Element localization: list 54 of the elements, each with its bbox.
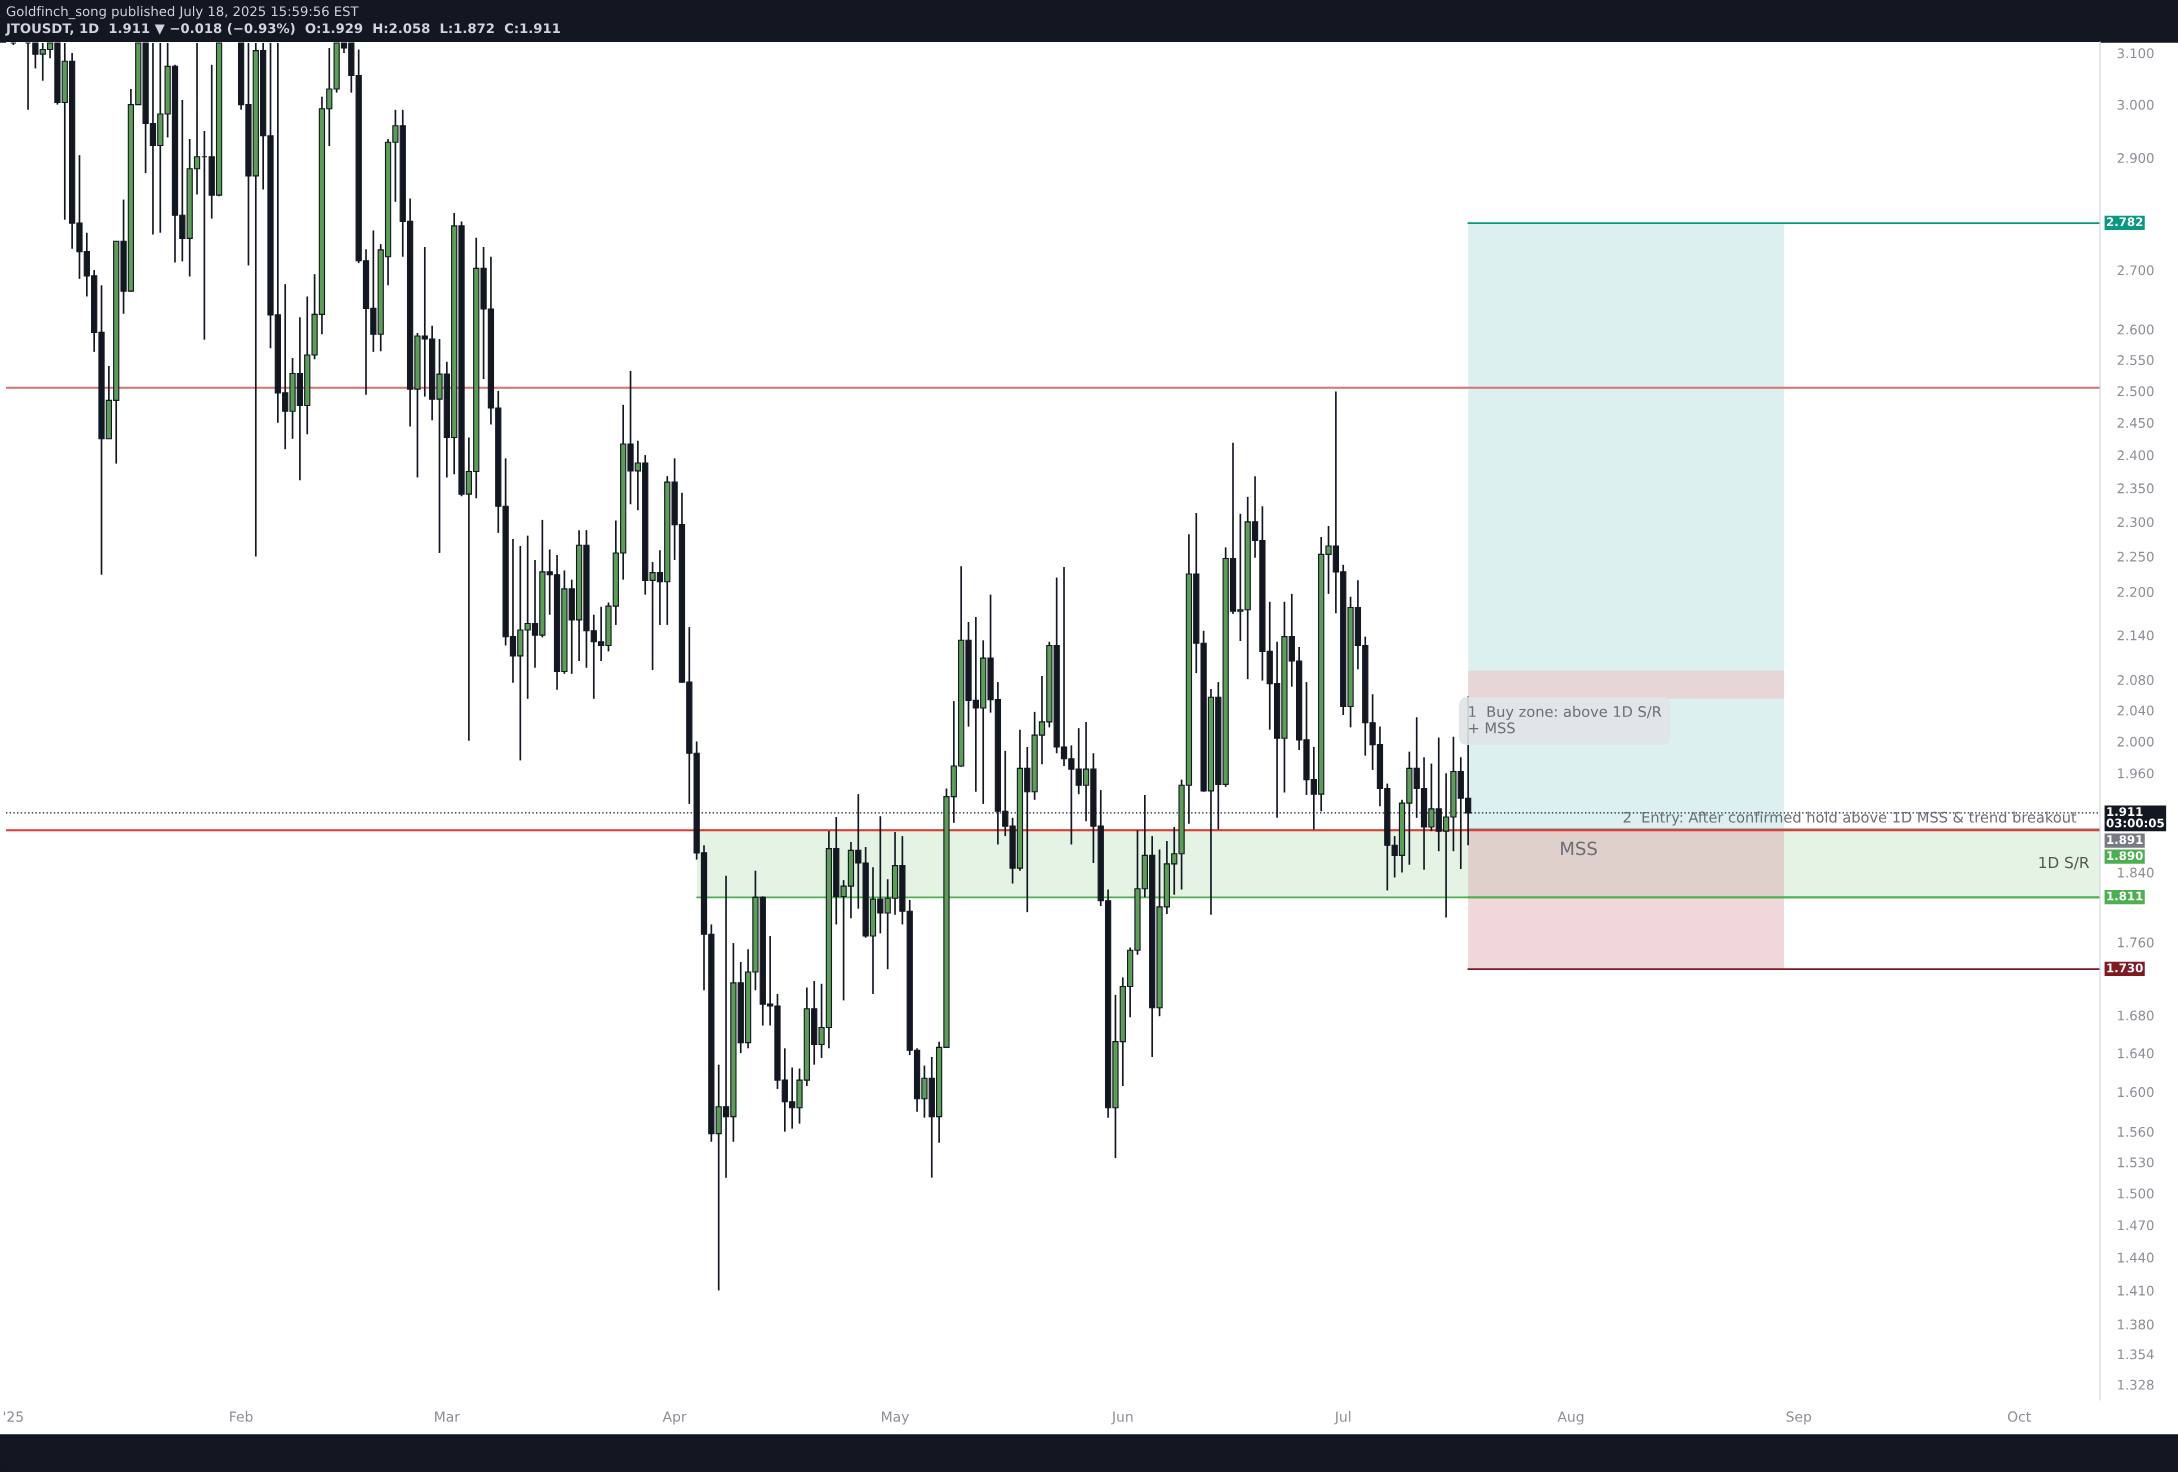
y-tick-label: 2.400: [2117, 450, 2154, 461]
y-tick-label: 1.440: [2118, 1252, 2154, 1263]
y-tick-label: 1.640: [2118, 1048, 2154, 1059]
y-tick-label: 1.840: [2118, 867, 2154, 878]
y-tick-label: 2.550: [2117, 355, 2154, 366]
y-tick-label: 1.410: [2118, 1285, 2154, 1296]
y-tick-label: 2.700: [2117, 265, 2154, 276]
y-tick-label: 2.200: [2117, 586, 2154, 597]
ref-line-label: 1.891: [2107, 835, 2143, 845]
band-label: 1D S/R: [2039, 856, 2090, 870]
x-tick-label: Feb: [230, 1411, 253, 1422]
y-tick-label: 1.380: [2118, 1319, 2154, 1330]
y-tick-label: 1.530: [2118, 1157, 2154, 1168]
ref-line-label: 1.911 03:00:05: [2106, 807, 2164, 828]
y-tick-label: 1.960: [2118, 768, 2154, 779]
y-tick-label: 2.900: [2117, 153, 2154, 164]
y-tick-label: 2.600: [2117, 324, 2154, 335]
y-tick-label: 1.328: [2118, 1379, 2154, 1390]
x-tick-label: Apr: [662, 1411, 687, 1425]
x-tick-label: Jul: [1334, 1411, 1351, 1425]
ref-line-label: 1.890: [2107, 851, 2143, 861]
x-tick-label: Mar: [435, 1411, 460, 1422]
annotation: 1 Buy zone: above 1D S/R + MSS: [1469, 705, 1662, 734]
ref-line-label: 1.730: [2107, 963, 2143, 973]
y-tick-label: 2.350: [2117, 483, 2154, 494]
y-tick-label: 1.470: [2118, 1220, 2154, 1231]
y-tick-label: 3.100: [2117, 48, 2154, 59]
y-tick-label: 1.600: [2118, 1087, 2154, 1098]
y-tick-label: 1.500: [2118, 1188, 2154, 1199]
y-tick-label: 1.680: [2118, 1010, 2154, 1021]
y-tick-label: 3.000: [2117, 99, 2154, 110]
y-tick-label: 2.040: [2117, 705, 2154, 716]
y-tick-label: 1.560: [2118, 1126, 2154, 1137]
y-tick-label: 2.250: [2117, 551, 2154, 562]
ref-line-label: 2.782: [2106, 217, 2143, 227]
x-tick-label: May: [882, 1411, 909, 1425]
chart-subtitle: Goldfinch_song published July 18, 2025 15:59:56 EST: [6, 6, 359, 20]
x-tick-label: '25: [3, 1411, 23, 1422]
annotation: 2 Entry: After confirmed hold above 1D MSS & trend breakout: [1623, 811, 2077, 826]
chart-title: JTOUSDT, 1D 1.911 ▼ −0.018 (−0.93%) O:1.929 H:2.058 L:1.872 C:1.911: [5, 23, 560, 36]
y-tick-label: 1.760: [2118, 937, 2154, 948]
y-tick-label: 2.080: [2117, 675, 2154, 686]
x-tick-label: Aug: [1557, 1411, 1584, 1425]
x-tick-label: Sep: [1786, 1411, 1812, 1425]
y-tick-label: 2.500: [2117, 386, 2154, 397]
ref-line-label: 1.811: [2107, 891, 2143, 901]
annotation: MSS: [1561, 841, 1597, 856]
y-tick-label: 2.300: [2117, 517, 2154, 528]
x-tick-label: Jun: [1111, 1411, 1133, 1425]
y-tick-label: 1.354: [2118, 1349, 2154, 1360]
y-tick-label: 2.000: [2117, 736, 2154, 747]
y-tick-label: 2.450: [2117, 417, 2154, 428]
y-tick-label: 2.140: [2117, 630, 2154, 641]
x-tick-label: Oct: [2007, 1411, 2031, 1422]
